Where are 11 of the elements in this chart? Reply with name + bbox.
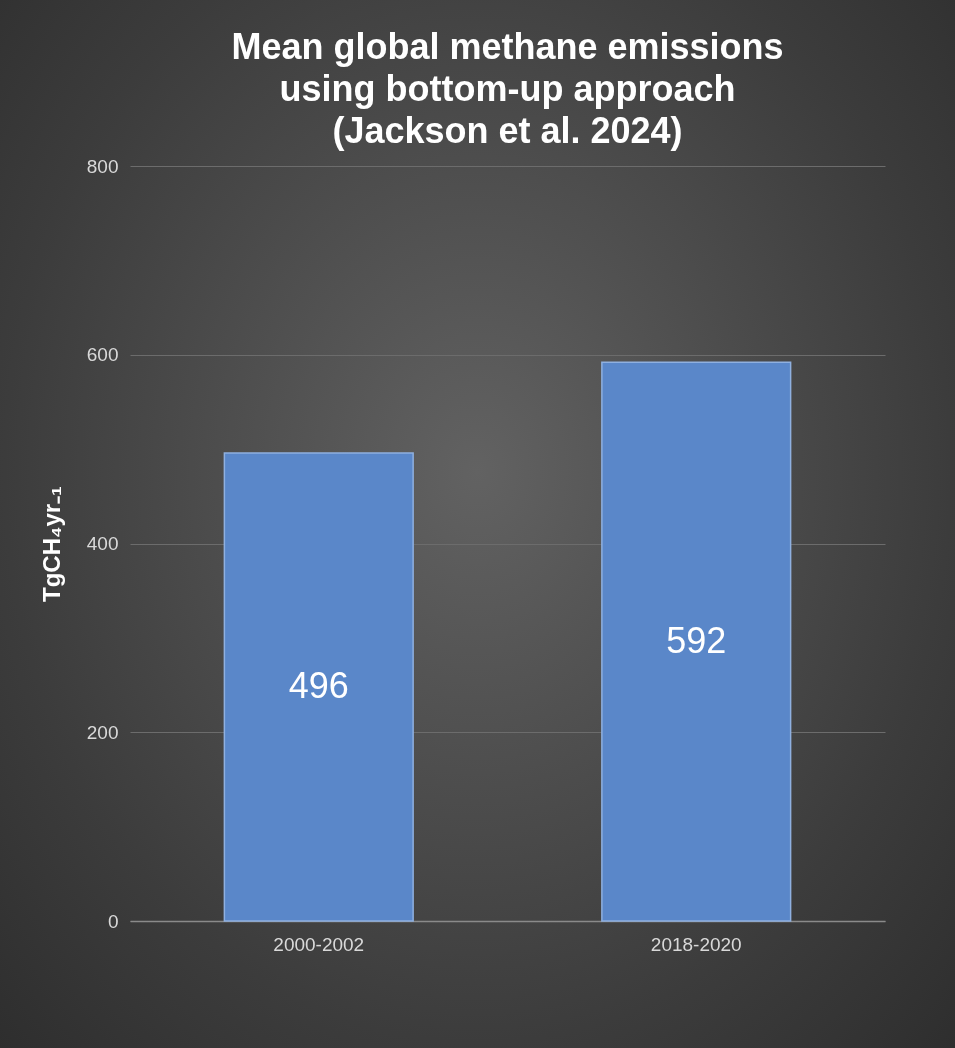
y-tick-label: 400 (86, 533, 119, 554)
y-tick-label: 0 (107, 910, 119, 932)
y-tick-label: 800 (86, 155, 119, 177)
chart-title: Mean global methane emissions using bottom-up approach (Jackson et al. 2024) (231, 26, 784, 151)
x-tick-label: 2000-2002 (273, 933, 365, 955)
y-axis-title: TgCH₄yr₋₁ (37, 485, 65, 603)
data-label: 592 (666, 619, 727, 661)
x-tick-label: 2018-2020 (650, 933, 742, 955)
y-tick-label: 200 (86, 721, 119, 743)
data-label: 496 (288, 664, 349, 706)
y-tick-label: 600 (86, 344, 119, 366)
